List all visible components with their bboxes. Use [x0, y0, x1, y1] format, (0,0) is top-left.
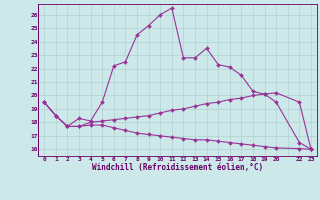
X-axis label: Windchill (Refroidissement éolien,°C): Windchill (Refroidissement éolien,°C) — [92, 163, 263, 172]
